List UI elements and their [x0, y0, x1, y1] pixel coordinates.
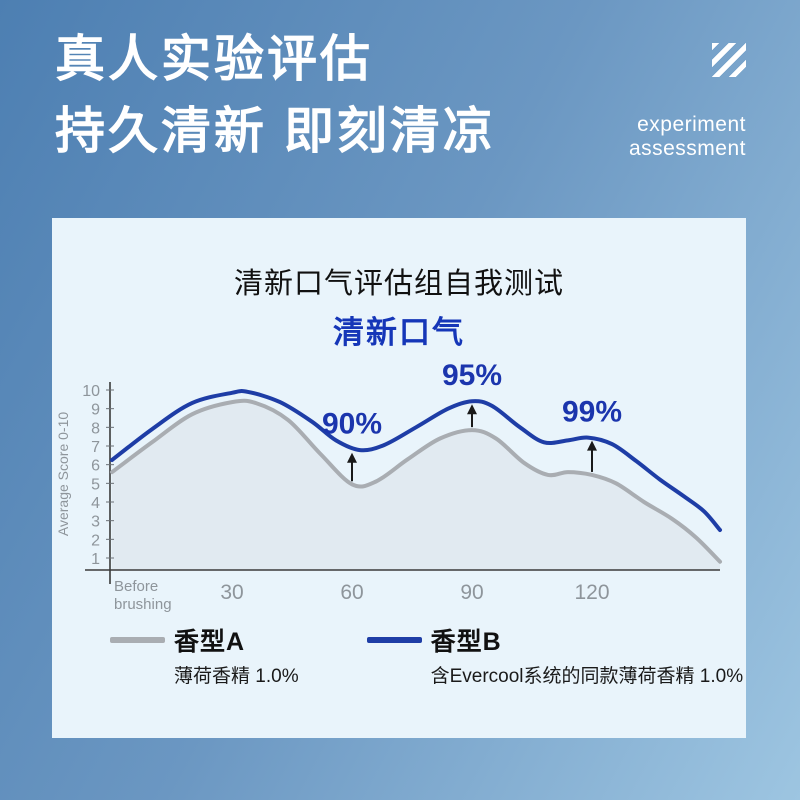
tagline-line2: assessment	[628, 137, 746, 161]
tagline-line1: experiment	[637, 113, 746, 136]
diagonal-stripes-icon	[712, 43, 746, 77]
svg-text:Average Score 0-10: Average Score 0-10	[55, 412, 71, 536]
svg-text:90: 90	[460, 581, 483, 604]
chart-subtitle: 清新口气	[333, 315, 465, 350]
svg-text:90%: 90%	[322, 408, 382, 441]
legend-name-scent-a: 香型A	[174, 628, 246, 656]
svg-text:4: 4	[91, 495, 100, 512]
svg-text:1: 1	[91, 551, 100, 568]
svg-text:60: 60	[340, 581, 363, 604]
legend-desc-scent-a: 薄荷香精 1.0%	[174, 666, 299, 687]
chart-card: 清新口气评估组自我测试 清新口气 1 2 3 4 5 6 7 8 9 10 Average Scor…	[52, 218, 746, 738]
svg-text:5: 5	[91, 476, 100, 493]
svg-text:9: 9	[91, 402, 100, 419]
svg-text:8: 8	[91, 420, 100, 437]
svg-text:95%: 95%	[442, 359, 502, 392]
svg-text:30: 30	[220, 581, 243, 604]
svg-text:120: 120	[574, 581, 609, 604]
legend-item-scent-b: 香型B 含Evercool系统的同款薄荷香精 1.0%	[366, 622, 744, 688]
legend-item-scent-a: 香型A 薄荷香精 1.0%	[110, 622, 299, 688]
header-title-line2: 持久清新 即刻清凉	[55, 103, 496, 159]
header-title-line1: 真人实验评估	[55, 31, 373, 87]
line-chart: 1 23 4 56 7 89 10 Average Score 0-10 Before brush…	[55, 359, 722, 613]
header-right: experiment assessment	[629, 43, 746, 161]
svg-text:7: 7	[91, 439, 100, 456]
legend-swatch-scent-b	[366, 637, 422, 643]
header-tagline: experiment assessment	[629, 113, 746, 161]
svg-text:10: 10	[82, 383, 100, 400]
chart-legend: 香型A 薄荷香精 1.0% 香型B 含Evercool系统的同款薄荷香精 1.0…	[52, 622, 746, 688]
chart-title: 清新口气评估组自我测试	[233, 268, 564, 300]
legend-swatch-scent-a	[110, 637, 165, 643]
svg-text:6: 6	[91, 458, 100, 475]
svg-text:2: 2	[91, 532, 100, 549]
page-header: 真人实验评估 持久清新 即刻清凉	[55, 34, 496, 156]
legend-desc-scent-b: 含Evercool系统的同款薄荷香精 1.0%	[430, 666, 744, 687]
legend-name-scent-b: 香型B	[430, 628, 502, 656]
svg-text:3: 3	[91, 514, 100, 531]
svg-text:99%: 99%	[562, 396, 622, 429]
